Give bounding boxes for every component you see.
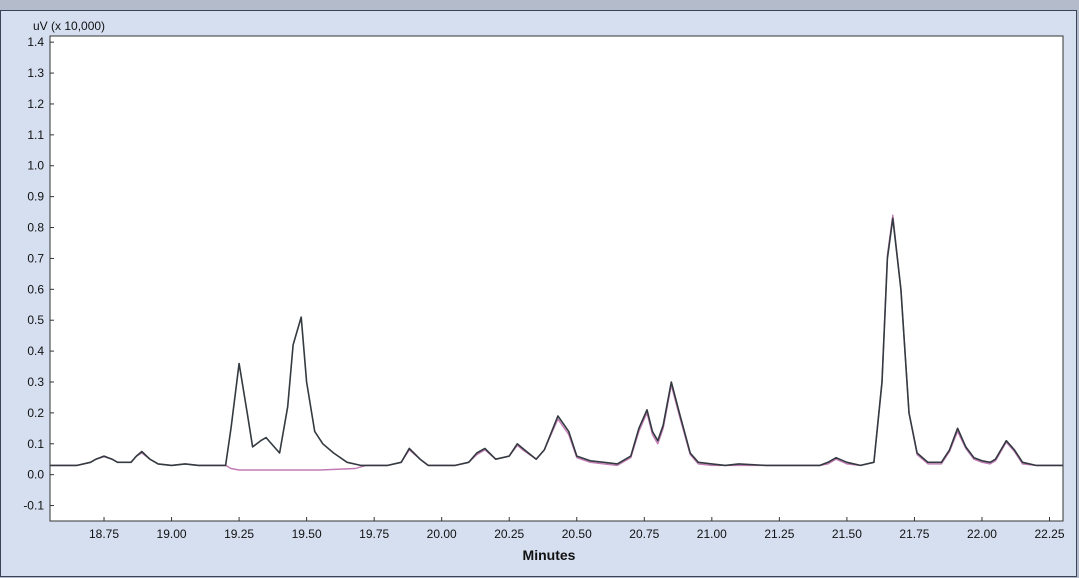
x-axis-title: Minutes xyxy=(523,547,576,563)
y-tick-label: 1.4 xyxy=(27,35,44,49)
y-tick-label: 1.2 xyxy=(27,97,44,111)
y-tick-label: 0.1 xyxy=(27,437,44,451)
y-axis: -0.1 0.0 0.1 0.2 0.3 0.4 0.5 0.6 0.7 0.8 0.9 1.0 1.1… xyxy=(23,35,54,513)
chromatogram-chart: uV (x 10,000) -0.1 0.0 0.1 0.2 0.3 0.4 0.5 0.6 0… xyxy=(23,19,1065,563)
x-tick-label: 18.75 xyxy=(89,527,119,541)
series-line-1 xyxy=(50,217,1063,467)
y-axis-unit-label: uV (x 10,000) xyxy=(33,19,105,33)
x-tick-label: 20.75 xyxy=(629,527,659,541)
y-tick-label: 0.2 xyxy=(27,406,44,420)
x-tick-label: 22.00 xyxy=(967,527,997,541)
x-tick-label: 19.50 xyxy=(292,527,322,541)
x-tick-label: 21.00 xyxy=(697,527,727,541)
y-tick-label: 0.0 xyxy=(27,468,44,482)
y-tick-label: 0.4 xyxy=(27,344,44,358)
series-layer xyxy=(50,214,1063,471)
x-tick-label: 20.00 xyxy=(427,527,457,541)
x-tick-label: 21.75 xyxy=(899,527,929,541)
chart-frame: uV (x 10,000) -0.1 0.0 0.1 0.2 0.3 0.4 0.5 0.6 0… xyxy=(0,10,1077,577)
x-tick-label: 20.25 xyxy=(494,527,524,541)
y-tick-label: 0.9 xyxy=(27,190,44,204)
y-tick-label: 0.7 xyxy=(27,251,44,265)
y-tick-label: 1.0 xyxy=(27,159,44,173)
x-tick-label: 19.75 xyxy=(359,527,389,541)
y-tick-label: 0.6 xyxy=(27,282,44,296)
x-axis: 18.75 19.00 19.25 19.50 19.75 20.00 20.25 20.50… xyxy=(89,517,1065,541)
x-tick-label: 19.00 xyxy=(157,527,187,541)
x-tick-label: 21.25 xyxy=(764,527,794,541)
y-tick-label: 1.1 xyxy=(27,128,44,142)
x-tick-label: 21.50 xyxy=(832,527,862,541)
plot-area xyxy=(49,35,1064,522)
y-tick-label: 0.8 xyxy=(27,221,44,235)
x-tick-label: 20.50 xyxy=(562,527,592,541)
y-tick-label: 0.3 xyxy=(27,375,44,389)
y-tick-label: 1.3 xyxy=(27,66,44,80)
y-tick-label: 0.5 xyxy=(27,313,44,327)
y-tick-label: -0.1 xyxy=(23,499,44,513)
x-tick-label: 22.25 xyxy=(1034,527,1064,541)
x-tick-label: 19.25 xyxy=(224,527,254,541)
